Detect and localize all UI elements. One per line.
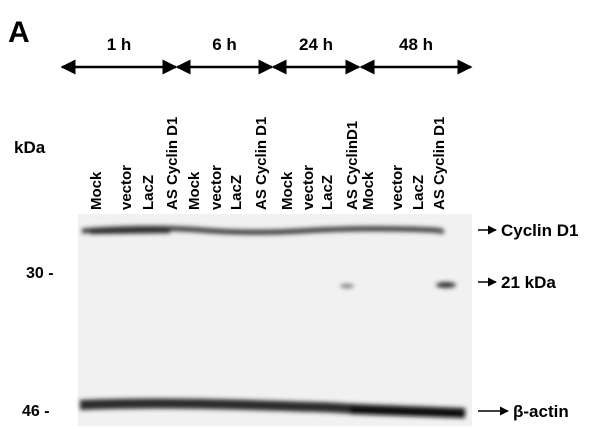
lane-label: vector (208, 165, 225, 210)
lane-label: LacZ (228, 175, 245, 210)
band-label: Cyclin D1 (501, 221, 578, 240)
lane-label: AS Cyclin D1 (431, 117, 448, 210)
blot (78, 214, 472, 426)
axis-label: kDa (14, 138, 46, 157)
lane-label: Mock (88, 171, 105, 210)
lane-label: LacZ (140, 175, 157, 210)
band-label: 21 kDa (501, 273, 556, 292)
panel-label: A (8, 16, 30, 49)
figure: A kDa Cyclin D1 21 kDa β-actin 30 - 46 -… (0, 0, 605, 429)
band-arrows (478, 230, 508, 411)
time-label: 1 h (107, 35, 132, 54)
band-label: β-actin (513, 402, 569, 421)
lane-label: Mock (360, 171, 377, 210)
lane-label: Mock (186, 171, 203, 210)
time-label: 24 h (299, 35, 333, 54)
lane-label: vector (300, 165, 317, 210)
lane-label: AS Cyclin D1 (164, 117, 181, 210)
lane-label: vector (389, 165, 406, 210)
lane-label: vector (118, 165, 135, 210)
marker-label: 46 - (22, 403, 50, 420)
lane-label: AS Cyclin D1 (253, 117, 270, 210)
time-label: 48 h (399, 35, 433, 54)
lane-label: AS CyclinD1 (344, 121, 361, 210)
lane-label: LacZ (410, 175, 427, 210)
lane-label: Mock (279, 171, 296, 210)
lane-label: LacZ (319, 175, 336, 210)
marker-label: 30 - (26, 265, 54, 282)
time-label: 6 h (212, 35, 237, 54)
